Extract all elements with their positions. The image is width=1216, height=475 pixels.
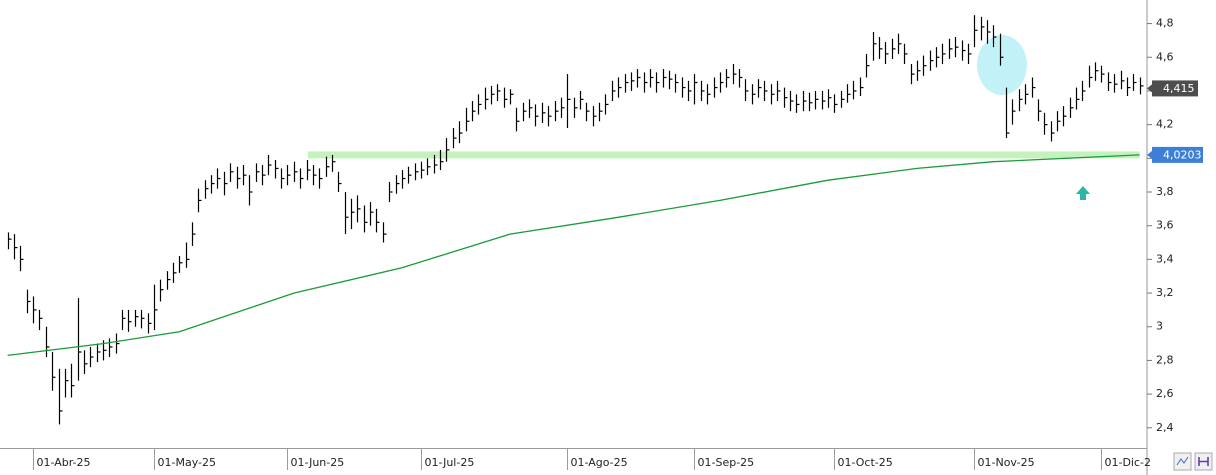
ma-price-pointer [1147,150,1152,159]
x-tick-label: 01-Oct-25 [838,456,893,469]
highlight-ellipse [977,35,1027,95]
y-tick-label: 4,2 [1156,118,1174,131]
y-tick-label: 2,8 [1156,353,1174,366]
last-price-flag [1152,80,1198,97]
x-tick-label: 01-Nov-25 [978,456,1035,469]
y-tick-label: 3,8 [1156,185,1174,198]
x-tick-label: 01-Sep-25 [698,456,755,469]
y-tick-label: 4,6 [1156,50,1174,63]
x-tick-label: 01-May-25 [158,456,216,469]
y-tick-label: 2,4 [1156,421,1174,434]
x-tick-label: 01-Jul-25 [425,456,475,469]
y-tick-label: 3,2 [1156,286,1174,299]
moving-average [7,154,1140,357]
y-tick-label: 4,8 [1156,17,1174,30]
last-price-label: 4,415 [1163,82,1195,95]
bars [7,15,1144,425]
y-tick-label: 3,4 [1156,252,1174,265]
x-tick-label: 01-Ago-25 [571,456,628,469]
ma-price-flag [1152,146,1203,163]
x-tick-label: 01-Abr-25 [37,456,91,469]
x-axis-area [0,449,1147,475]
x-tick-label: 01-Dic-2 [1105,456,1152,469]
signal-arrow [1076,186,1090,200]
y-tick-label: 2,6 [1156,387,1174,400]
last-price-pointer [1147,84,1152,93]
x-tick-label: 01-Jun-25 [291,456,345,469]
y-axis-area [1147,0,1216,475]
ma-price-label: 4,0203 [1163,148,1202,161]
h-icon [1198,457,1209,466]
y-tick-label: 3,6 [1156,219,1174,232]
support-band [307,151,1140,159]
y-tick-label: 3 [1156,320,1163,333]
zoom-icon [1176,456,1189,466]
